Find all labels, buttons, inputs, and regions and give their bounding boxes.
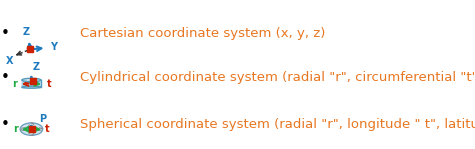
Text: •: • [1, 117, 10, 132]
FancyBboxPatch shape [22, 80, 41, 87]
Ellipse shape [22, 86, 41, 88]
Text: Spherical coordinate system (radial "r", longitude " t", latitude "p"): Spherical coordinate system (radial "r",… [79, 118, 475, 131]
Text: P: P [39, 114, 47, 124]
Text: X: X [6, 56, 13, 66]
Text: t: t [47, 79, 51, 89]
Text: Cartesian coordinate system (x, y, z): Cartesian coordinate system (x, y, z) [79, 27, 325, 40]
Text: •: • [1, 26, 10, 41]
Text: r: r [12, 79, 17, 89]
Text: t: t [45, 124, 49, 134]
Text: Y: Y [50, 42, 57, 52]
Text: r: r [13, 124, 18, 134]
Ellipse shape [22, 78, 41, 82]
Text: Cylindrical coordinate system (radial "r", circumferential "t", axial "z"): Cylindrical coordinate system (radial "r… [79, 71, 475, 84]
Circle shape [20, 123, 43, 135]
Text: Z: Z [33, 62, 40, 72]
Text: •: • [1, 70, 10, 85]
Text: Z: Z [22, 27, 29, 37]
